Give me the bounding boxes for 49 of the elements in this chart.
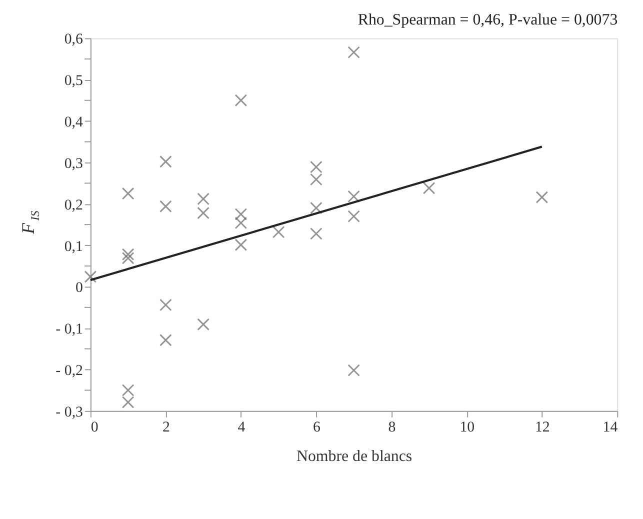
point xyxy=(122,187,134,200)
point xyxy=(422,182,436,194)
point xyxy=(122,384,134,396)
x-tick-label: 10 xyxy=(460,419,475,436)
point xyxy=(197,192,210,206)
y-tick-label: - 0,1 xyxy=(56,322,83,338)
point xyxy=(122,252,134,264)
x-tick-label: 14 xyxy=(602,419,618,436)
point xyxy=(348,364,360,377)
point xyxy=(310,228,322,240)
point xyxy=(310,202,322,214)
point xyxy=(159,298,172,312)
point xyxy=(234,208,248,220)
point xyxy=(159,155,172,168)
point xyxy=(310,160,322,174)
x-tick-label: 12 xyxy=(534,419,550,436)
x-tick-label: 6 xyxy=(312,419,320,436)
y-tick-label: 0,4 xyxy=(64,114,84,131)
point xyxy=(84,270,97,283)
chart-title: Rho_Spearman = 0,46, P-value = 0,0073 xyxy=(358,11,618,28)
y-tick-label: - 0,3 xyxy=(56,404,83,420)
y-tick-label: 0 xyxy=(76,280,83,296)
point xyxy=(197,206,210,220)
y-tick-label: 0,2 xyxy=(64,197,83,214)
y-axis-title: FIS xyxy=(18,210,42,236)
x-axis-title: Nombre de blancs xyxy=(296,448,412,466)
point xyxy=(234,216,248,230)
point xyxy=(348,46,360,59)
point xyxy=(348,190,360,203)
point xyxy=(122,248,134,261)
y-tick-label: - 0,2 xyxy=(56,362,83,379)
point xyxy=(536,191,548,204)
point xyxy=(197,318,210,331)
point xyxy=(122,396,134,408)
y-tick-label: 0,5 xyxy=(64,73,83,90)
x-tick-label: 2 xyxy=(162,419,170,436)
point xyxy=(159,334,172,346)
point xyxy=(348,210,360,222)
point xyxy=(272,226,285,238)
x-tick-label: 4 xyxy=(238,419,246,436)
x-tick-label: 8 xyxy=(388,419,396,436)
y-tick-label: 0,3 xyxy=(64,156,83,172)
point xyxy=(234,238,248,252)
y-tick-label: 0,1 xyxy=(64,238,83,255)
point xyxy=(310,173,322,186)
point xyxy=(159,200,172,213)
point xyxy=(234,94,248,107)
y-tick-label: 0,6 xyxy=(64,32,83,48)
x-tick-label: 0 xyxy=(90,419,98,436)
